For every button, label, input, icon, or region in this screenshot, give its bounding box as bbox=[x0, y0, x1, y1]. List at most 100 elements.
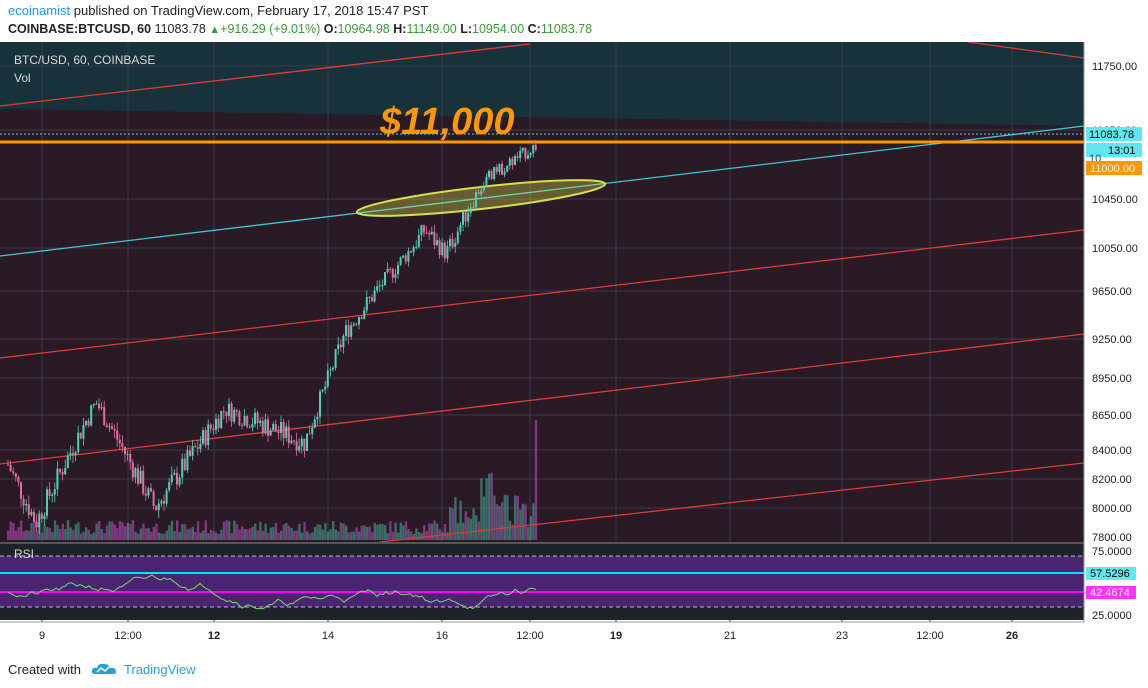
candle-body bbox=[493, 166, 496, 179]
time-axis[interactable] bbox=[0, 622, 1148, 658]
candle-body bbox=[178, 477, 181, 485]
candle-body bbox=[303, 438, 306, 451]
low-value: 10954.00 bbox=[472, 22, 525, 36]
candle-body bbox=[256, 412, 259, 424]
time-label: 16 bbox=[436, 630, 448, 642]
volume-bar bbox=[368, 526, 371, 540]
volume-bar bbox=[345, 525, 348, 540]
volume-bar bbox=[430, 523, 434, 540]
volume-bar bbox=[467, 517, 470, 540]
candle-body bbox=[381, 285, 384, 287]
level-tag-text: 11000.00 bbox=[1090, 163, 1135, 175]
candle-body bbox=[118, 439, 121, 444]
volume-bar bbox=[386, 533, 389, 540]
chart-canvas[interactable]: $11,000 BTC/USD, 60, COINBASE Vol RSI 11… bbox=[0, 42, 1148, 660]
candle-body bbox=[339, 344, 342, 348]
candle-body bbox=[425, 232, 428, 234]
volume-bar bbox=[126, 523, 129, 540]
volume-bar bbox=[46, 527, 49, 540]
rsi-band bbox=[0, 556, 1084, 607]
candle-body bbox=[17, 477, 20, 483]
tradingview-link[interactable]: TradingView bbox=[124, 662, 196, 677]
volume-bar bbox=[446, 532, 449, 540]
volume-bar bbox=[428, 523, 431, 540]
volume-bar bbox=[521, 503, 525, 540]
candle-body bbox=[477, 192, 480, 195]
candle-body bbox=[152, 491, 155, 506]
author-link[interactable]: ecoinamist bbox=[8, 3, 71, 18]
candle-body bbox=[485, 176, 488, 187]
volume-bar bbox=[199, 532, 202, 540]
volume-bar bbox=[69, 527, 72, 540]
candle-body bbox=[311, 427, 314, 434]
volume-bar bbox=[321, 529, 324, 540]
candle-body bbox=[313, 419, 316, 428]
volume-bar bbox=[316, 524, 319, 540]
candle-body bbox=[251, 424, 254, 428]
candle-body bbox=[443, 242, 446, 259]
price-tick-label: 8000.00 bbox=[1092, 503, 1132, 515]
candle-body bbox=[64, 467, 67, 475]
candle-body bbox=[428, 232, 431, 235]
candle-body bbox=[225, 411, 228, 417]
volume-bar bbox=[306, 531, 309, 540]
price-tick-label: 10050.00 bbox=[1092, 243, 1138, 255]
rsi-legend: RSI bbox=[14, 547, 34, 561]
volume-bar bbox=[207, 533, 210, 540]
volume-bar bbox=[108, 521, 111, 540]
volume-bar bbox=[308, 533, 311, 540]
candle-body bbox=[181, 458, 184, 478]
volume-bar bbox=[51, 532, 54, 540]
candle-body bbox=[72, 452, 74, 456]
volume-bar bbox=[168, 525, 171, 540]
candle-body bbox=[498, 163, 501, 172]
volume-bar bbox=[256, 530, 259, 540]
volume-bar bbox=[59, 528, 62, 540]
volume-bar bbox=[77, 522, 80, 540]
volume-bar bbox=[111, 521, 114, 540]
candle-body bbox=[163, 500, 165, 504]
volume-bar bbox=[290, 527, 293, 540]
candle-body bbox=[173, 472, 176, 475]
candle-body bbox=[131, 462, 134, 478]
candle-body bbox=[376, 286, 379, 291]
candle-body bbox=[459, 224, 462, 232]
candle-body bbox=[430, 231, 433, 235]
volume-bar bbox=[118, 521, 122, 540]
candle-body bbox=[22, 498, 25, 506]
tradingview-cloud-icon bbox=[91, 662, 117, 679]
volume-bar bbox=[144, 528, 148, 540]
volume-bar bbox=[397, 532, 400, 540]
volume-bar bbox=[163, 533, 166, 540]
volume-bars bbox=[7, 420, 538, 540]
candle-body bbox=[157, 503, 160, 511]
volume-bar bbox=[285, 522, 288, 540]
candle-body bbox=[272, 424, 275, 431]
volume-bar bbox=[287, 525, 291, 540]
candle-body bbox=[209, 424, 212, 429]
volume-bar bbox=[90, 533, 93, 540]
candle-body bbox=[144, 493, 147, 496]
low-label: L: bbox=[460, 22, 473, 36]
volume-bar bbox=[459, 500, 462, 540]
candle-body bbox=[514, 156, 516, 166]
candle-body bbox=[295, 440, 298, 451]
candle-body bbox=[355, 323, 358, 325]
volume-bar bbox=[212, 530, 215, 540]
candle-body bbox=[389, 268, 392, 270]
time-label: 14 bbox=[322, 630, 334, 642]
candle-body bbox=[342, 335, 345, 348]
candle-body bbox=[194, 446, 197, 448]
volume-bar bbox=[48, 527, 51, 540]
candle-body bbox=[516, 156, 519, 159]
candle-body bbox=[43, 515, 46, 520]
volume-bar bbox=[534, 420, 538, 540]
candle-body bbox=[417, 235, 420, 248]
candle-body bbox=[105, 425, 108, 428]
volume-bar bbox=[415, 528, 418, 540]
candle-body bbox=[467, 212, 470, 222]
open-label: O: bbox=[323, 22, 338, 36]
price-tick-label: 8200.00 bbox=[1092, 474, 1132, 486]
candle-body bbox=[61, 471, 64, 475]
time-label: 23 bbox=[836, 630, 848, 642]
